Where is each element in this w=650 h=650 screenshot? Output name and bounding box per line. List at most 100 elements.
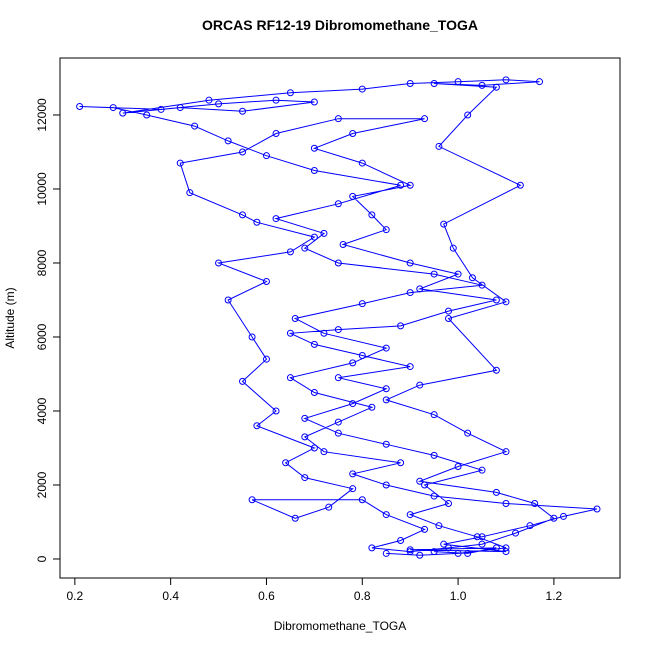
data-point: [445, 307, 453, 315]
data-point: [421, 481, 429, 489]
data-point: [416, 551, 424, 559]
data-point: [310, 233, 318, 241]
data-point: [358, 300, 366, 308]
data-point: [76, 102, 84, 110]
data-point: [454, 549, 462, 557]
data-point: [248, 333, 256, 341]
data-point: [440, 540, 448, 548]
data-point: [291, 514, 299, 522]
data-point: [382, 481, 390, 489]
data-point: [454, 270, 462, 278]
data-point: [358, 496, 366, 504]
x-tick-label: 0.2: [67, 589, 84, 603]
data-point: [320, 448, 328, 456]
data-point: [186, 189, 194, 197]
y-tick-label: 0: [35, 555, 49, 562]
data-point: [272, 215, 280, 223]
data-point: [253, 218, 261, 226]
data-point: [536, 78, 544, 86]
data-point: [492, 488, 500, 496]
data-point: [559, 512, 567, 520]
data-point: [492, 544, 500, 552]
data-point: [310, 98, 318, 106]
data-point: [382, 385, 390, 393]
data-point: [430, 80, 438, 88]
data-point: [435, 522, 443, 530]
data-point: [406, 546, 414, 554]
data-point: [191, 122, 199, 130]
data-point: [406, 363, 414, 371]
data-point: [272, 96, 280, 104]
x-axis-label: Dibromomethane_TOGA: [274, 619, 407, 633]
data-point: [291, 314, 299, 322]
data-point: [368, 403, 376, 411]
data-point: [531, 499, 539, 507]
data-point: [215, 259, 223, 267]
data-point: [397, 459, 405, 467]
y-tick-label: 2000: [35, 471, 49, 498]
data-point: [272, 129, 280, 137]
data-point: [478, 540, 486, 548]
y-tick-label: 10000: [35, 172, 49, 206]
data-point: [272, 407, 280, 415]
data-point: [286, 89, 294, 97]
data-point: [478, 466, 486, 474]
chart-title: ORCAS RF12-19 Dibromomethane_TOGA: [202, 17, 478, 33]
data-point: [382, 440, 390, 448]
y-axis-label: Altitude (m): [3, 287, 17, 348]
data-point: [358, 159, 366, 167]
data-point: [430, 270, 438, 278]
data-point: [512, 529, 520, 537]
data-point: [502, 499, 510, 507]
data-point: [157, 105, 165, 113]
data-point: [502, 448, 510, 456]
data-point: [435, 142, 443, 150]
data-point: [262, 277, 270, 285]
data-point: [248, 496, 256, 504]
data-point: [358, 85, 366, 93]
data-point: [368, 211, 376, 219]
data-point: [382, 226, 390, 234]
x-tick-label: 1.2: [546, 589, 563, 603]
data-point: [239, 211, 247, 219]
data-point: [430, 548, 438, 556]
data-point: [445, 544, 453, 552]
data-point: [492, 296, 500, 304]
data-point: [310, 444, 318, 452]
data-point: [406, 289, 414, 297]
data-point: [502, 298, 510, 306]
data-point: [468, 274, 476, 282]
data-point: [406, 181, 414, 189]
data-point: [502, 544, 510, 552]
data-point: [526, 522, 534, 530]
y-tick-label: 12000: [35, 98, 49, 132]
data-point: [286, 248, 294, 256]
data-point: [205, 96, 213, 104]
data-point: [253, 422, 261, 430]
data-point: [143, 111, 151, 119]
data-point: [430, 492, 438, 500]
data-point: [334, 429, 342, 437]
data-point: [339, 240, 347, 248]
data-point: [430, 451, 438, 459]
data-point: [464, 549, 472, 557]
data-point: [445, 314, 453, 322]
data-point: [516, 181, 524, 189]
data-point: [334, 200, 342, 208]
data-point: [368, 544, 376, 552]
data-point: [310, 340, 318, 348]
data-point: [406, 511, 414, 519]
data-point: [473, 533, 481, 541]
data-point: [416, 381, 424, 389]
data-point: [454, 78, 462, 86]
data-point: [286, 329, 294, 337]
data-point: [176, 104, 184, 112]
data-point: [416, 285, 424, 293]
y-tick-label: 6000: [35, 323, 49, 350]
data-point: [239, 107, 247, 115]
data-point: [421, 525, 429, 533]
data-point: [445, 499, 453, 507]
x-tick-label: 0.6: [258, 589, 275, 603]
data-point: [334, 115, 342, 123]
data-point: [349, 470, 357, 478]
